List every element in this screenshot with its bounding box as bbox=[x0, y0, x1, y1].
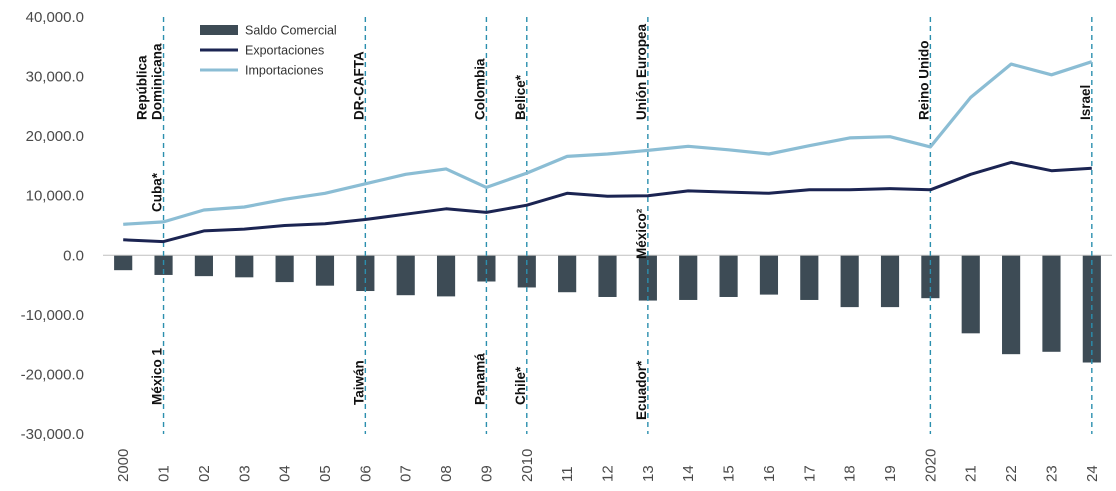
line-exportaciones bbox=[123, 160, 1092, 244]
x-tick-label: 16 bbox=[761, 465, 778, 482]
annotation-top-label: Colombia bbox=[472, 58, 487, 120]
annotation-bottom-label: Chile* bbox=[513, 366, 528, 405]
x-tick-label: 22 bbox=[1003, 465, 1020, 482]
x-tick-label: 08 bbox=[438, 465, 455, 482]
x-tick-label: 14 bbox=[680, 465, 697, 482]
annotation-top-label: Belice* bbox=[513, 74, 528, 120]
x-tick-label: 04 bbox=[277, 465, 294, 482]
bar-saldo-comercial bbox=[800, 255, 819, 300]
annotation-bottom-label: Taiwán bbox=[351, 360, 366, 405]
y-tick-label: 30,000.0 bbox=[26, 69, 84, 86]
annotation-bottom-label: México 1 bbox=[150, 347, 165, 405]
y-tick-label: -10,000.0 bbox=[21, 307, 84, 324]
annotation-top-label: Reino Unido bbox=[916, 41, 931, 121]
bar-saldo-comercial bbox=[1002, 255, 1021, 355]
bar-saldo-comercial bbox=[154, 255, 173, 275]
bar-saldo-comercial bbox=[558, 255, 577, 293]
x-tick-label: 02 bbox=[196, 465, 213, 482]
legend: Saldo Comercial Exportaciones Importacione… bbox=[200, 24, 337, 78]
x-tick-label: 2000 bbox=[115, 449, 132, 482]
x-tick-label: 09 bbox=[478, 465, 495, 482]
annotation-top-label: Dominicana bbox=[150, 43, 165, 120]
bar-saldo-comercial bbox=[235, 255, 254, 278]
x-tick-label: 06 bbox=[357, 465, 374, 482]
bar-saldo-comercial bbox=[436, 255, 456, 297]
y-tick-label: -20,000.0 bbox=[21, 366, 84, 383]
bar-saldo-comercial bbox=[275, 255, 294, 283]
bar-series bbox=[103, 254, 1112, 363]
bar-saldo-comercial bbox=[477, 255, 496, 282]
x-tick-label: 01 bbox=[156, 465, 173, 482]
x-tick-label: 12 bbox=[600, 465, 617, 482]
x-tick-label: 05 bbox=[317, 465, 334, 482]
bar-saldo-comercial bbox=[880, 255, 900, 308]
x-tick-label: 2020 bbox=[922, 449, 939, 482]
y-tick-label: 20,000.0 bbox=[26, 128, 84, 145]
annotation-top-label: DR-CAFTA bbox=[351, 51, 366, 120]
bar-saldo-comercial bbox=[114, 255, 133, 271]
x-tick-label: 03 bbox=[236, 465, 253, 482]
x-tick-label: 23 bbox=[1043, 465, 1060, 482]
legend-swatch-bar bbox=[200, 25, 238, 35]
annotation-mid-label: México² bbox=[634, 208, 649, 259]
y-tick-label: -30,000.0 bbox=[21, 426, 84, 443]
line-importaciones bbox=[123, 60, 1093, 226]
agreement-lines bbox=[162, 17, 1093, 434]
x-tick-label: 18 bbox=[842, 465, 859, 482]
x-tick-label: 15 bbox=[721, 465, 738, 482]
bar-saldo-comercial bbox=[719, 255, 738, 297]
annotation-top-label: Israel bbox=[1078, 85, 1093, 120]
x-tick-label: 24 bbox=[1084, 465, 1101, 482]
y-axis: 40,000.0 30,000.0 20,000.0 10,000.0 0.0 -10,0… bbox=[21, 9, 84, 443]
bar-saldo-comercial bbox=[921, 255, 940, 299]
annotation-bottom-label: Ecuador* bbox=[634, 360, 649, 420]
bar-saldo-comercial bbox=[638, 255, 657, 301]
annotation-top-label: República bbox=[135, 55, 150, 120]
bar-saldo-comercial bbox=[194, 255, 213, 277]
line-series bbox=[123, 60, 1093, 244]
bar-saldo-comercial bbox=[1042, 255, 1061, 352]
legend-label: Saldo Comercial bbox=[245, 24, 337, 38]
bar-saldo-comercial bbox=[315, 255, 335, 286]
x-tick-label: 13 bbox=[640, 465, 657, 482]
annotation-mid-label: Cuba* bbox=[150, 172, 165, 212]
x-tick-label: 11 bbox=[559, 466, 576, 482]
x-tick-label: 07 bbox=[398, 465, 415, 482]
y-tick-label: 0.0 bbox=[63, 247, 84, 264]
x-tick-label: 19 bbox=[882, 465, 899, 482]
bar-saldo-comercial bbox=[759, 255, 779, 295]
x-tick-label: 2010 bbox=[519, 449, 536, 482]
bar-saldo-comercial bbox=[840, 255, 859, 308]
x-tick-label: 17 bbox=[801, 465, 818, 482]
y-tick-label: 10,000.0 bbox=[26, 188, 84, 205]
bar-saldo-comercial bbox=[396, 255, 415, 296]
bar-saldo-comercial bbox=[598, 255, 617, 297]
agreement-annotations: República Dominicana Cuba* México 1 DR-CAFTA… bbox=[135, 24, 1093, 420]
x-tick-label: 21 bbox=[963, 465, 980, 482]
annotation-bottom-label: Panamá bbox=[472, 353, 487, 405]
legend-label: Exportaciones bbox=[245, 44, 324, 58]
x-axis: 2000 01 02 03 04 05 06 07 08 09 2010 11 12 13 14 15 16 17… bbox=[115, 449, 1101, 482]
bar-saldo-comercial bbox=[679, 255, 698, 300]
annotation-top-label: Unión Europea bbox=[634, 24, 649, 120]
bar-saldo-comercial bbox=[961, 255, 980, 334]
legend-label: Importaciones bbox=[245, 64, 324, 78]
y-tick-label: 40,000.0 bbox=[26, 9, 84, 26]
